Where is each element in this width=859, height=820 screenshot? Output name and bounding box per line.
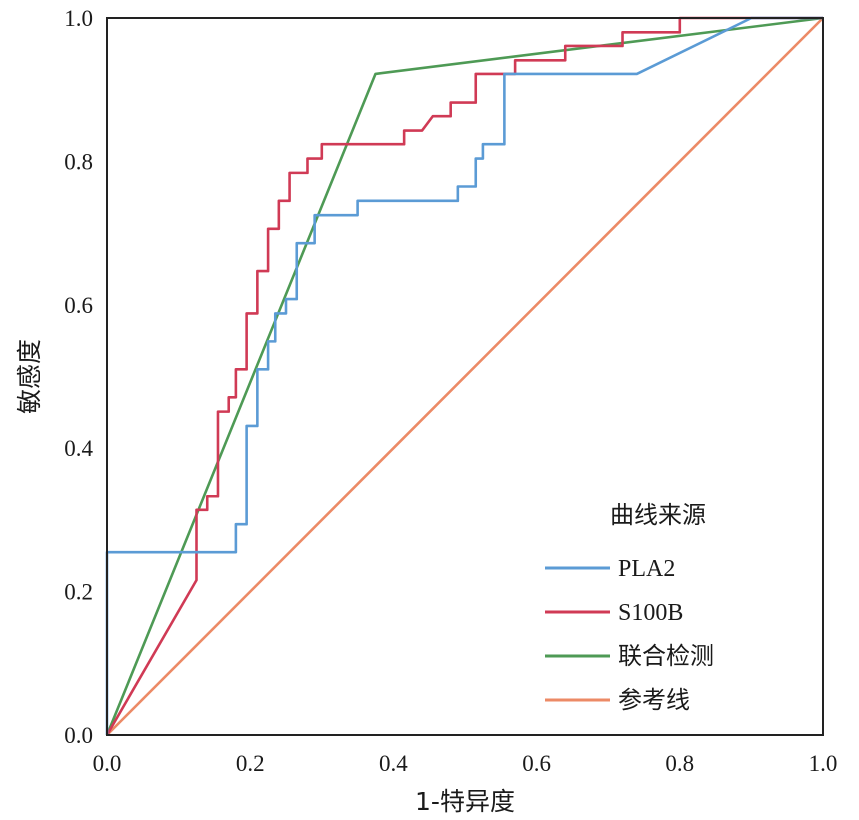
y-axis-ticks: 0.0 0.2 0.4 0.6 0.8 1.0 — [64, 6, 93, 748]
x-axis-label: 1-特异度 — [415, 787, 515, 816]
legend-label: 参考线 — [618, 687, 690, 714]
series-layer — [105, 16, 824, 736]
y-axis-label: 敏感度 — [15, 339, 44, 414]
y-tick-label: 0.8 — [64, 149, 93, 174]
x-tick-label: 0.4 — [379, 751, 408, 776]
series-line-3 — [106, 17, 824, 736]
y-tick-label: 0.6 — [64, 293, 93, 318]
legend-label: 联合检测 — [618, 643, 714, 670]
x-axis-ticks: 0.0 0.2 0.4 0.6 0.8 1.0 — [93, 751, 838, 776]
series-line-0 — [105, 16, 823, 735]
series-line-1 — [105, 16, 823, 736]
legend-label: PLA2 — [618, 556, 675, 582]
y-tick-label: 0.0 — [64, 723, 93, 748]
x-tick-label: 0.2 — [236, 751, 265, 776]
x-tick-label: 0.6 — [522, 751, 551, 776]
legend-title: 曲线来源 — [610, 501, 706, 529]
plot-frame — [106, 17, 824, 736]
y-tick-label: 0.2 — [64, 580, 93, 605]
legend-label: S100B — [618, 600, 683, 626]
x-tick-label: 0.8 — [665, 751, 694, 776]
y-tick-label: 0.4 — [64, 436, 93, 461]
x-tick-label: 1.0 — [809, 751, 838, 776]
y-tick-label: 1.0 — [64, 6, 93, 31]
x-tick-label: 0.0 — [93, 751, 122, 776]
